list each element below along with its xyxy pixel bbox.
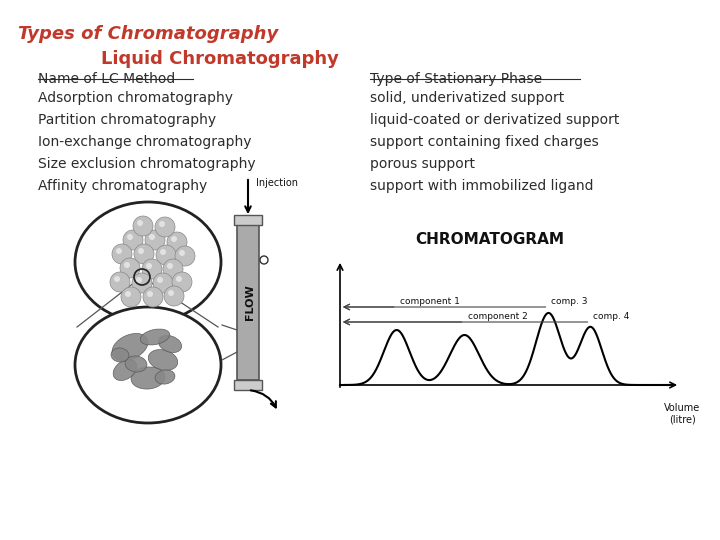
Circle shape (147, 291, 153, 297)
Circle shape (127, 234, 133, 240)
Circle shape (157, 277, 163, 283)
Circle shape (120, 258, 140, 278)
Circle shape (167, 263, 173, 269)
Text: Size exclusion chromatography: Size exclusion chromatography (38, 157, 256, 171)
Circle shape (164, 286, 184, 306)
Ellipse shape (112, 334, 148, 361)
Circle shape (145, 230, 165, 250)
Ellipse shape (111, 348, 129, 362)
Text: Partition chromatography: Partition chromatography (38, 113, 216, 127)
Ellipse shape (125, 356, 147, 372)
Text: component 1: component 1 (400, 297, 459, 306)
Circle shape (149, 234, 155, 240)
Text: Ion-exchange chromatography: Ion-exchange chromatography (38, 135, 251, 149)
Bar (234, 215, 262, 225)
Circle shape (116, 248, 122, 254)
Circle shape (172, 272, 192, 292)
Text: Volume
(litre): Volume (litre) (664, 403, 700, 424)
Circle shape (114, 276, 120, 282)
Circle shape (112, 244, 132, 264)
Text: FLOW: FLOW (245, 285, 255, 320)
Text: Injection: Injection (256, 178, 298, 188)
Circle shape (136, 277, 142, 283)
Text: Adsorption chromatography: Adsorption chromatography (38, 91, 233, 105)
Ellipse shape (75, 202, 221, 322)
Ellipse shape (131, 367, 165, 389)
Circle shape (167, 232, 187, 252)
Circle shape (163, 259, 183, 279)
Text: Affinity chromatography: Affinity chromatography (38, 179, 207, 193)
Circle shape (138, 248, 144, 254)
Circle shape (160, 249, 166, 255)
Circle shape (132, 273, 152, 293)
Text: Name of LC Method: Name of LC Method (38, 72, 175, 86)
Text: support containing fixed charges: support containing fixed charges (370, 135, 599, 149)
Ellipse shape (113, 360, 137, 381)
Circle shape (110, 272, 130, 292)
Ellipse shape (148, 349, 178, 370)
Text: liquid-coated or derivatized support: liquid-coated or derivatized support (370, 113, 619, 127)
Ellipse shape (140, 329, 170, 345)
Circle shape (175, 246, 195, 266)
Ellipse shape (155, 370, 175, 384)
Text: comp. 3: comp. 3 (552, 297, 588, 306)
Circle shape (159, 221, 165, 227)
Circle shape (179, 250, 185, 256)
Text: porous support: porous support (370, 157, 475, 171)
Bar (237, 225, 259, 380)
Circle shape (143, 287, 163, 307)
Circle shape (137, 220, 143, 226)
Circle shape (171, 236, 177, 242)
Circle shape (142, 259, 162, 279)
Ellipse shape (75, 307, 221, 423)
Circle shape (133, 216, 153, 236)
Circle shape (134, 244, 154, 264)
Text: Types of Chromatography: Types of Chromatography (18, 25, 278, 43)
Text: CHROMATOGRAM: CHROMATOGRAM (415, 232, 564, 247)
Text: Liquid Chromatography: Liquid Chromatography (101, 50, 339, 68)
Text: component 2: component 2 (467, 312, 527, 321)
Circle shape (176, 276, 182, 282)
Bar (234, 380, 262, 390)
Ellipse shape (158, 335, 181, 353)
Circle shape (168, 290, 174, 296)
Text: Type of Stationary Phase: Type of Stationary Phase (370, 72, 542, 86)
Text: support with immobilized ligand: support with immobilized ligand (370, 179, 593, 193)
Text: comp. 4: comp. 4 (593, 312, 630, 321)
Text: solid, underivatized support: solid, underivatized support (370, 91, 564, 105)
Circle shape (123, 230, 143, 250)
Circle shape (121, 287, 141, 307)
Circle shape (156, 245, 176, 265)
Circle shape (146, 263, 152, 269)
Circle shape (153, 273, 173, 293)
Circle shape (125, 291, 131, 297)
Circle shape (124, 262, 130, 268)
Circle shape (155, 217, 175, 237)
